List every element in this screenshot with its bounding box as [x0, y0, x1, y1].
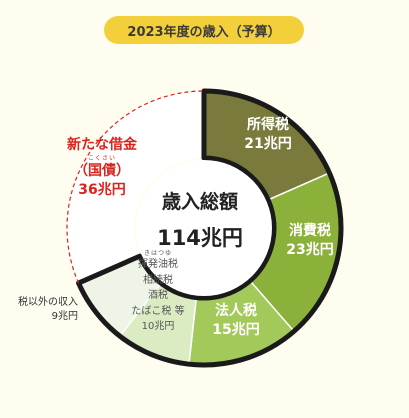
other-taxes-line-1: 揮発油税: [138, 259, 178, 270]
corporate-tax-name: 法人税: [215, 303, 257, 319]
label-bonds: 新たな借金 こくさい （国債） 36兆円: [52, 136, 152, 200]
non-tax-value: 9兆円: [51, 310, 78, 322]
bonds-line-1: 新たな借金: [67, 137, 137, 153]
other-taxes-line-4: たばこ税 等: [131, 305, 185, 317]
donut-hole: [136, 160, 272, 296]
other-taxes-value: 10兆円: [141, 321, 175, 332]
bonds-dashed-border: [66, 90, 205, 284]
other-taxes-ruby: きはつゆ: [143, 250, 172, 257]
center-total-value: 114兆円: [157, 226, 243, 250]
center-total-label: 歳入総額: [161, 191, 238, 213]
corporate-tax-value: 15兆円: [212, 321, 260, 338]
label-non-tax: 税以外の収入 9兆円: [8, 296, 78, 323]
tax-revenue-outline: [76, 88, 344, 368]
income-tax-value: 21兆円: [244, 135, 292, 152]
label-income-tax: 所得税 21兆円: [228, 116, 308, 154]
label-other-taxes: きはつゆ 揮発油税 相続税 酒税 たばこ税 等 10兆円: [118, 250, 198, 335]
bonds-value: 36兆円: [78, 181, 126, 198]
slice-bonds: [66, 90, 204, 284]
label-consumption-tax: 消費税 23兆円: [270, 222, 350, 260]
consumption-tax-name: 消費税: [289, 223, 331, 239]
other-taxes-line-2: 相続税: [143, 274, 173, 286]
chart-title: 2023年度の歳入（予算）: [104, 16, 304, 44]
bonds-line-2: （国債）: [74, 162, 130, 179]
consumption-tax-value: 23兆円: [286, 241, 334, 258]
income-tax-name: 所得税: [247, 117, 289, 133]
label-corporate-tax: 法人税 15兆円: [196, 302, 276, 340]
other-taxes-line-3: 酒税: [148, 290, 168, 301]
bonds-ruby: こくさい: [87, 154, 116, 162]
non-tax-name: 税以外の収入: [18, 297, 78, 308]
